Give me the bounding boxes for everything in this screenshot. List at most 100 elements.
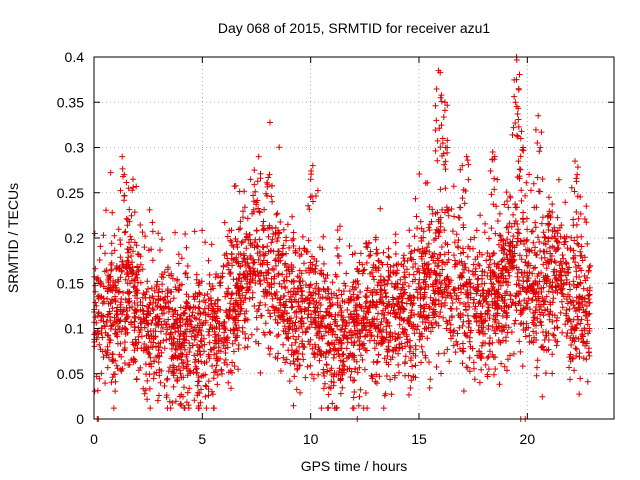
- data-point: [96, 341, 103, 348]
- data-point: [260, 218, 267, 225]
- data-point: [289, 237, 296, 244]
- data-point: [196, 344, 203, 350]
- data-point: [453, 305, 460, 312]
- data-point: [307, 314, 314, 321]
- data-point: [566, 316, 573, 323]
- data-point: [581, 325, 588, 332]
- data-point: [485, 304, 492, 311]
- data-point: [436, 228, 442, 235]
- data-point: [104, 364, 111, 371]
- data-point: [131, 310, 138, 317]
- data-point: [281, 323, 288, 330]
- data-point: [374, 301, 380, 308]
- data-point: [157, 379, 164, 386]
- data-point: [212, 340, 219, 347]
- data-point: [105, 275, 112, 281]
- data-point: [375, 310, 381, 317]
- data-point: [383, 373, 390, 379]
- data-point: [103, 267, 110, 274]
- data-point: [296, 278, 303, 285]
- data-point: [507, 291, 514, 298]
- data-point: [280, 226, 287, 233]
- data-point: [241, 255, 248, 261]
- data-point: [113, 307, 120, 314]
- data-point: [112, 378, 119, 385]
- data-point: [374, 333, 381, 340]
- data-point: [515, 116, 522, 123]
- data-point: [491, 156, 498, 163]
- data-point: [306, 206, 313, 213]
- data-point: [491, 175, 498, 182]
- data-point: [257, 175, 264, 182]
- data-point: [178, 374, 185, 381]
- data-point: [459, 274, 465, 281]
- y-tick-label: 0.2: [65, 230, 85, 246]
- data-point: [287, 288, 294, 295]
- data-point: [571, 237, 578, 244]
- data-point: [441, 107, 448, 114]
- data-point: [414, 323, 421, 330]
- data-point: [299, 233, 306, 240]
- data-point: [315, 291, 322, 298]
- data-point: [549, 299, 556, 306]
- data-point: [173, 286, 180, 293]
- data-point: [583, 219, 590, 226]
- data-point: [480, 297, 487, 304]
- data-point: [518, 128, 525, 135]
- data-point: [177, 401, 184, 408]
- data-point: [526, 269, 533, 276]
- data-point: [252, 280, 259, 286]
- data-point: [94, 312, 101, 319]
- data-point: [359, 342, 366, 349]
- data-point: [120, 173, 126, 180]
- data-point: [380, 307, 387, 314]
- data-point: [99, 334, 106, 341]
- data-point: [299, 298, 306, 305]
- data-point: [385, 245, 392, 252]
- data-point: [314, 187, 321, 194]
- data-point: [564, 330, 571, 336]
- data-point: [546, 208, 553, 215]
- data-point: [563, 333, 570, 340]
- data-point: [521, 297, 528, 304]
- data-point: [324, 272, 331, 279]
- data-point: [338, 291, 345, 298]
- data-point: [277, 368, 284, 374]
- data-point: [504, 198, 511, 205]
- data-point: [180, 330, 187, 337]
- data-point: [394, 301, 401, 308]
- data-point: [257, 299, 264, 306]
- data-point: [415, 280, 422, 287]
- data-point: [534, 174, 541, 181]
- data-point: [274, 333, 281, 340]
- data-point: [440, 314, 447, 321]
- data-point: [394, 295, 401, 302]
- data-point: [571, 305, 578, 312]
- data-point: [108, 250, 115, 257]
- data-point: [312, 308, 319, 315]
- data-point: [430, 306, 437, 313]
- data-point: [551, 266, 558, 273]
- data-point: [243, 268, 250, 274]
- data-point: [184, 389, 191, 396]
- data-point: [124, 246, 131, 252]
- data-point: [121, 229, 128, 236]
- data-point: [337, 304, 344, 311]
- data-point: [214, 315, 221, 322]
- data-point: [567, 358, 574, 365]
- data-point: [411, 311, 418, 318]
- data-point: [483, 257, 490, 264]
- data-point: [518, 270, 525, 276]
- data-point: [222, 336, 229, 343]
- data-point: [474, 352, 481, 359]
- data-point: [537, 144, 544, 151]
- data-point: [351, 377, 358, 384]
- data-point: [334, 252, 341, 259]
- data-point: [442, 240, 449, 246]
- data-point: [322, 380, 328, 387]
- data-point: [272, 292, 279, 299]
- data-point: [322, 354, 329, 361]
- data-point: [512, 99, 519, 106]
- data-point: [253, 227, 260, 234]
- data-point: [402, 343, 409, 350]
